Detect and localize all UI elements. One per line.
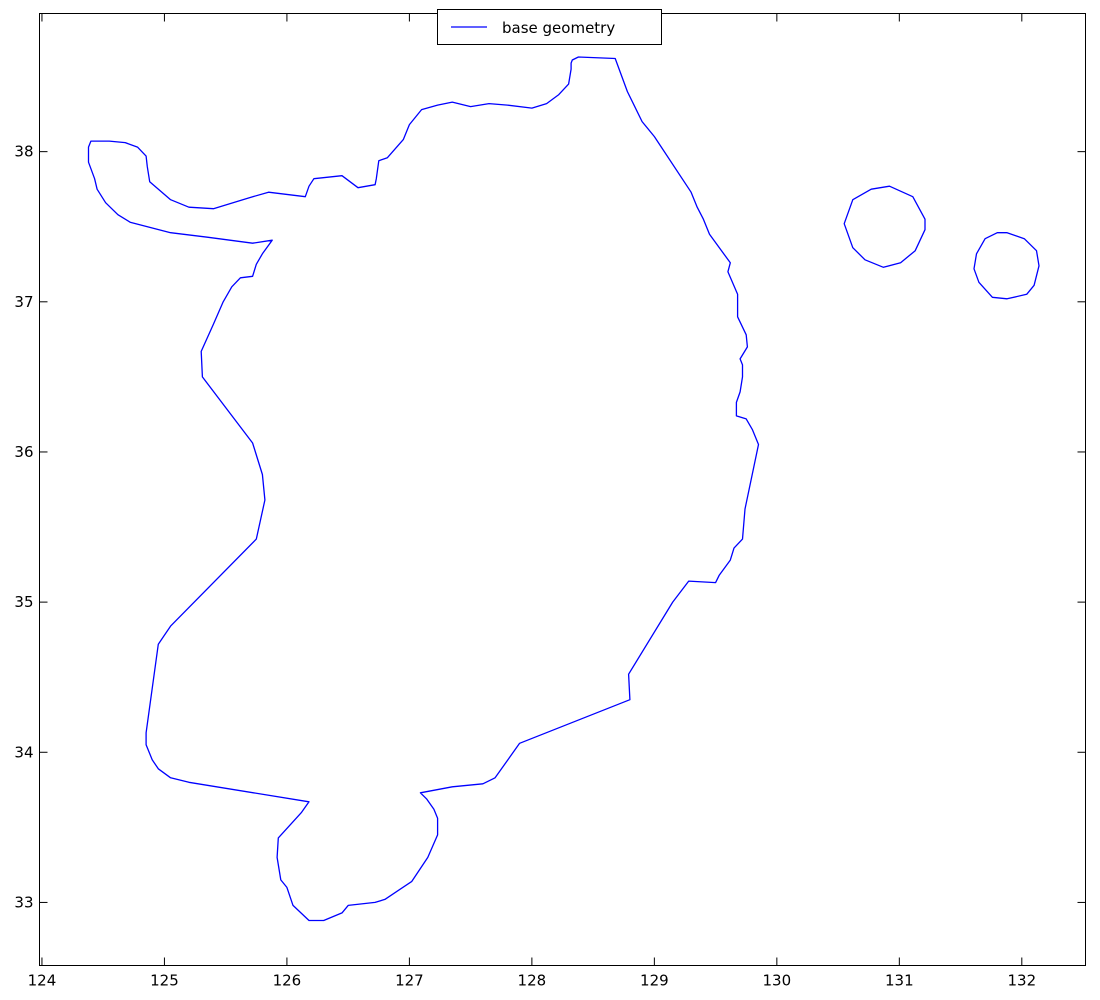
x-tick-label: 125 <box>150 972 179 990</box>
geometry-polygon-2 <box>843 185 926 268</box>
y-tick-label: 38 <box>14 143 33 161</box>
y-tick-label: 36 <box>14 443 33 461</box>
x-tick-label: 126 <box>273 972 302 990</box>
axes-frame <box>39 13 1086 966</box>
x-tick-label: 131 <box>885 972 914 990</box>
x-tick-label: 128 <box>518 972 547 990</box>
x-tick-label: 130 <box>763 972 792 990</box>
x-tick-label: 132 <box>1007 972 1036 990</box>
geometry-polygon-3 <box>973 232 1040 300</box>
y-tick-label: 33 <box>14 893 33 911</box>
legend: base geometry <box>437 9 662 45</box>
geometry-series <box>87 56 1040 922</box>
y-tick-label: 35 <box>14 593 33 611</box>
axis-ticks: 124 125 126 127 128 129 130 131 132 33 34 35 36 37 38 <box>14 13 1086 990</box>
geometry-polygon-1 <box>87 56 760 922</box>
y-tick-label: 37 <box>14 293 33 311</box>
x-tick-label: 129 <box>640 972 669 990</box>
x-tick-label: 127 <box>395 972 424 990</box>
legend-label-base-geometry: base geometry <box>502 19 615 37</box>
y-tick-label: 34 <box>14 743 33 761</box>
x-tick-label: 124 <box>28 972 57 990</box>
